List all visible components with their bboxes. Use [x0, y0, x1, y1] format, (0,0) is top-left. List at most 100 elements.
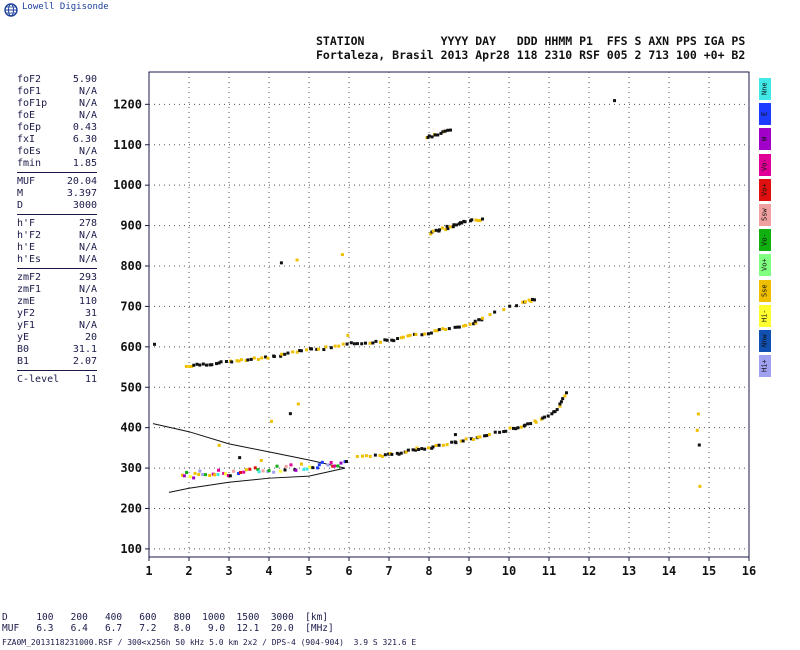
echo-point [434, 443, 438, 447]
param-value: 3.397 [66, 188, 97, 199]
echo-point [464, 323, 468, 327]
param-row: yF2 31 [17, 308, 97, 320]
echo-point [261, 469, 265, 473]
param-name: MUF [17, 176, 36, 187]
echo-point [563, 394, 567, 398]
y-tick-label: 1000 [113, 178, 142, 192]
x-tick-label: 16 [742, 564, 756, 578]
echo-point [205, 363, 209, 367]
echo-point [488, 313, 492, 317]
echo-point [534, 420, 538, 424]
echo-point [474, 218, 478, 222]
echo-point [516, 426, 520, 430]
echo-point [427, 446, 431, 450]
echo-point [201, 473, 205, 477]
echo-point [441, 443, 445, 447]
echo-point [266, 356, 270, 360]
echo-point [244, 358, 248, 362]
echo-point [431, 445, 435, 449]
polarization-legend: Nne E W Vo- Vo+ Ssw Vo- Vo+ Sse Hi- Nnw Hi+ [759, 78, 771, 380]
param-value: 11 [84, 374, 97, 385]
param-row: C-level 11 [17, 374, 97, 386]
echo-point [198, 469, 202, 473]
echo-point [329, 346, 333, 350]
legend-swatch: Vo+ [759, 254, 771, 277]
param-value: N/A [78, 146, 97, 157]
echo-point [406, 448, 410, 452]
echo-point [487, 433, 491, 437]
echo-point [316, 347, 320, 351]
globe-icon [4, 3, 18, 17]
echo-point [278, 469, 282, 473]
echo-point [526, 422, 530, 426]
echo-point [208, 363, 212, 367]
echo-point [558, 402, 562, 406]
echo-point [240, 358, 244, 362]
echo-point [256, 468, 260, 472]
echo-point [295, 258, 299, 262]
echo-point [473, 319, 477, 323]
x-tick-label: 11 [542, 564, 556, 578]
echo-point [284, 464, 288, 468]
echo-point [411, 448, 415, 452]
param-name: C-level [17, 374, 60, 385]
echo-point [355, 454, 359, 458]
echo-point [352, 342, 356, 346]
x-tick-label: 1 [145, 564, 152, 578]
param-row: foEp 0.43 [17, 122, 97, 134]
echo-point [208, 473, 212, 477]
param-value: N/A [78, 98, 97, 109]
echo-point [531, 297, 535, 301]
param-row: h'F2 N/A [17, 230, 97, 242]
echo-point [310, 347, 314, 351]
param-name: M [17, 188, 24, 199]
echo-point [153, 342, 156, 346]
echo-point [253, 466, 257, 470]
echo-point [514, 427, 518, 431]
echo-point [217, 443, 221, 447]
echo-point [385, 338, 389, 342]
echo-point [474, 321, 478, 325]
distance-row: D 100 200 400 600 800 1000 1500 3000 [km… [2, 612, 329, 623]
param-name: zmE [17, 296, 36, 307]
legend-swatch: Hi+ [759, 355, 771, 378]
echo-point [390, 452, 394, 456]
echo-point [406, 334, 410, 338]
param-row: B0 31.1 [17, 344, 97, 356]
echo-point [280, 352, 284, 356]
echo-point [439, 131, 443, 135]
echo-point [279, 354, 283, 358]
echo-point [182, 474, 186, 478]
echo-point [283, 468, 287, 472]
brand-label: Lowell Digisonde [22, 2, 109, 12]
echo-point [395, 451, 399, 455]
echo-point [302, 467, 306, 471]
echo-point [345, 460, 348, 463]
param-value: N/A [78, 254, 97, 265]
param-row: foEs N/A [17, 146, 97, 158]
echo-point [305, 348, 309, 352]
echo-point [295, 350, 299, 354]
echo-point [364, 341, 368, 345]
x-tick-label: 7 [385, 564, 392, 578]
echo-point [437, 443, 441, 447]
echo-point [565, 391, 568, 395]
echo-point [333, 344, 337, 348]
param-value: N/A [78, 320, 97, 331]
echo-point [288, 412, 292, 416]
param-row: zmF2 293 [17, 272, 97, 284]
echo-point [345, 342, 349, 346]
param-row: M 3.397 [17, 188, 97, 200]
echo-point [267, 469, 271, 473]
echo-point [470, 218, 474, 222]
echo-point [515, 304, 519, 308]
echo-point [696, 412, 700, 416]
param-value: N/A [78, 230, 97, 241]
echo-point [260, 356, 264, 360]
legend-swatch: Nnw [759, 329, 771, 352]
echo-point [444, 228, 448, 232]
param-name: yF1 [17, 320, 36, 331]
echo-point [180, 473, 184, 477]
echo-point [483, 434, 487, 438]
